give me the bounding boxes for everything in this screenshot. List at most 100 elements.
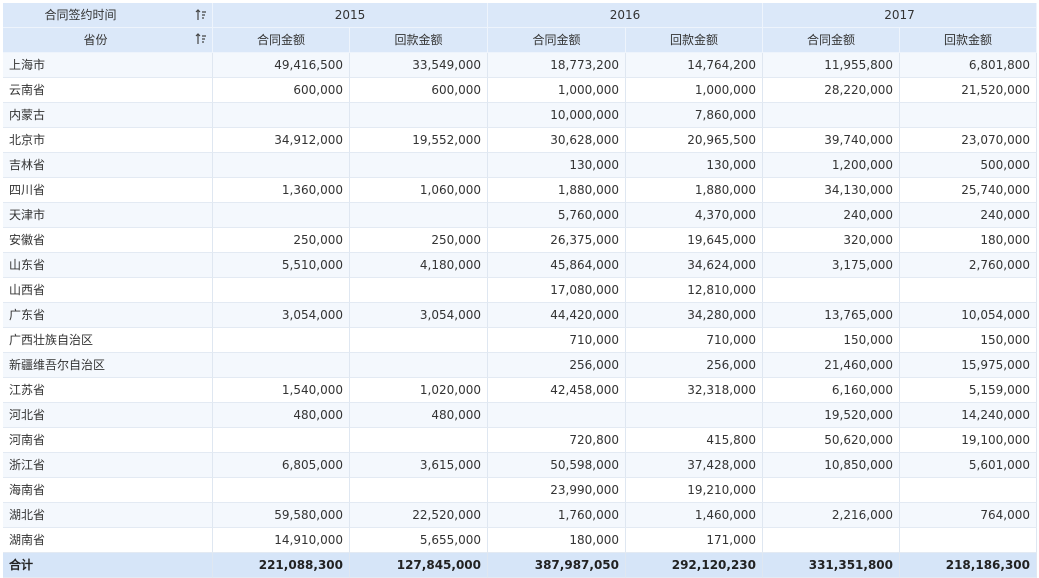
amount-cell — [213, 478, 350, 503]
amount-cell — [350, 328, 488, 353]
amount-cell: 710,000 — [488, 328, 626, 353]
amount-cell: 5,510,000 — [213, 253, 350, 278]
amount-cell: 5,655,000 — [350, 528, 488, 553]
province-cell: 河南省 — [3, 428, 213, 453]
amount-cell: 19,552,000 — [350, 128, 488, 153]
province-cell: 河北省 — [3, 403, 213, 428]
measure-header: 合同金额 — [488, 28, 626, 53]
amount-cell: 33,549,000 — [350, 53, 488, 78]
amount-cell — [350, 353, 488, 378]
amount-cell: 14,764,200 — [626, 53, 763, 78]
province-cell: 内蒙古 — [3, 103, 213, 128]
province-cell: 广东省 — [3, 303, 213, 328]
total-cell: 331,351,800 — [763, 553, 900, 578]
amount-cell — [900, 278, 1037, 303]
amount-cell: 2,216,000 — [763, 503, 900, 528]
amount-cell: 25,740,000 — [900, 178, 1037, 203]
total-cell: 127,845,000 — [350, 553, 488, 578]
amount-cell: 34,130,000 — [763, 178, 900, 203]
amount-cell — [213, 328, 350, 353]
amount-cell — [350, 428, 488, 453]
amount-cell: 11,955,800 — [763, 53, 900, 78]
corner-header[interactable]: 合同签约时间 — [3, 3, 213, 28]
amount-cell: 3,054,000 — [213, 303, 350, 328]
amount-cell — [213, 153, 350, 178]
amount-cell: 600,000 — [213, 78, 350, 103]
total-cell: 218,186,300 — [900, 553, 1037, 578]
amount-cell: 22,520,000 — [350, 503, 488, 528]
sort-icon[interactable] — [195, 9, 207, 21]
amount-cell: 6,801,800 — [900, 53, 1037, 78]
year-header: 2017 — [763, 3, 1037, 28]
amount-cell: 34,280,000 — [626, 303, 763, 328]
province-cell: 新疆维吾尔自治区 — [3, 353, 213, 378]
amount-cell — [350, 153, 488, 178]
amount-cell: 6,805,000 — [213, 453, 350, 478]
sort-icon[interactable] — [195, 33, 207, 45]
year-header: 2015 — [213, 3, 488, 28]
amount-cell: 130,000 — [488, 153, 626, 178]
amount-cell: 15,975,000 — [900, 353, 1037, 378]
amount-cell — [350, 103, 488, 128]
amount-cell: 4,180,000 — [350, 253, 488, 278]
amount-cell: 171,000 — [626, 528, 763, 553]
amount-cell: 19,645,000 — [626, 228, 763, 253]
amount-cell: 480,000 — [213, 403, 350, 428]
amount-cell: 1,540,000 — [213, 378, 350, 403]
amount-cell: 50,620,000 — [763, 428, 900, 453]
corner-header[interactable]: 省份 — [3, 28, 213, 53]
amount-cell: 250,000 — [350, 228, 488, 253]
amount-cell: 256,000 — [488, 353, 626, 378]
amount-cell: 19,210,000 — [626, 478, 763, 503]
amount-cell: 1,020,000 — [350, 378, 488, 403]
amount-cell: 10,054,000 — [900, 303, 1037, 328]
amount-cell — [763, 278, 900, 303]
amount-cell: 1,760,000 — [488, 503, 626, 528]
amount-cell: 19,520,000 — [763, 403, 900, 428]
amount-cell: 20,965,500 — [626, 128, 763, 153]
amount-cell: 13,765,000 — [763, 303, 900, 328]
province-cell: 天津市 — [3, 203, 213, 228]
amount-cell: 7,860,000 — [626, 103, 763, 128]
amount-cell — [763, 528, 900, 553]
amount-cell: 150,000 — [900, 328, 1037, 353]
amount-cell: 415,800 — [626, 428, 763, 453]
total-cell: 221,088,300 — [213, 553, 350, 578]
province-cell: 上海市 — [3, 53, 213, 78]
province-cell: 山西省 — [3, 278, 213, 303]
amount-cell — [213, 103, 350, 128]
amount-cell — [763, 103, 900, 128]
amount-cell: 240,000 — [900, 203, 1037, 228]
amount-cell: 1,200,000 — [763, 153, 900, 178]
amount-cell — [213, 203, 350, 228]
amount-cell: 1,360,000 — [213, 178, 350, 203]
amount-cell: 1,880,000 — [626, 178, 763, 203]
total-label: 合计 — [3, 553, 213, 578]
amount-cell: 5,159,000 — [900, 378, 1037, 403]
amount-cell: 21,520,000 — [900, 78, 1037, 103]
amount-cell — [900, 478, 1037, 503]
amount-cell: 4,370,000 — [626, 203, 763, 228]
province-cell: 浙江省 — [3, 453, 213, 478]
measure-header: 回款金额 — [900, 28, 1037, 53]
amount-cell: 5,760,000 — [488, 203, 626, 228]
measure-header: 合同金额 — [213, 28, 350, 53]
measure-header: 回款金额 — [350, 28, 488, 53]
province-cell: 云南省 — [3, 78, 213, 103]
amount-cell — [213, 428, 350, 453]
province-cell: 北京市 — [3, 128, 213, 153]
amount-cell — [350, 203, 488, 228]
amount-cell: 10,000,000 — [488, 103, 626, 128]
amount-cell — [488, 403, 626, 428]
amount-cell: 5,601,000 — [900, 453, 1037, 478]
amount-cell: 1,000,000 — [488, 78, 626, 103]
amount-cell: 23,070,000 — [900, 128, 1037, 153]
measure-header: 回款金额 — [626, 28, 763, 53]
amount-cell: 1,460,000 — [626, 503, 763, 528]
amount-cell: 18,773,200 — [488, 53, 626, 78]
amount-cell: 180,000 — [488, 528, 626, 553]
amount-cell: 17,080,000 — [488, 278, 626, 303]
amount-cell: 3,054,000 — [350, 303, 488, 328]
amount-cell — [213, 278, 350, 303]
